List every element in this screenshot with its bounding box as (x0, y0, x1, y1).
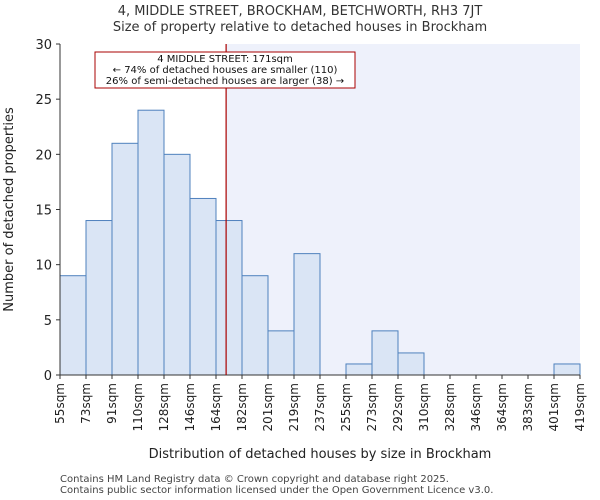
x-tick-label-401sqm: 401sqm (547, 383, 561, 431)
annotation-line-1: 4 MIDDLE STREET: 171sqm (157, 54, 293, 65)
y-tick-label: 5 (44, 314, 52, 329)
x-tick-label-91sqm: 91sqm (105, 383, 119, 424)
bar-91sqm (111, 142, 139, 376)
x-tick-label-73sqm: 73sqm (79, 383, 93, 424)
x-tick-label-292sqm: 292sqm (391, 383, 405, 431)
bar-146sqm (189, 197, 217, 376)
x-tick-label-146sqm: 146sqm (183, 383, 197, 431)
x-tick-label-182sqm: 182sqm (235, 383, 249, 431)
y-tick-label: 10 (35, 259, 52, 274)
x-tick-label-364sqm: 364sqm (495, 383, 509, 431)
annotation-line-2: ← 74% of detached houses are smaller (11… (113, 65, 338, 76)
x-tick-label-55sqm: 55sqm (53, 383, 67, 424)
y-tick-label: 25 (35, 93, 52, 108)
x-tick-label-273sqm: 273sqm (365, 383, 379, 431)
x-tick-label-219sqm: 219sqm (287, 383, 301, 431)
x-tick-label-128sqm: 128sqm (157, 383, 171, 431)
bar-164sqm (215, 220, 243, 376)
y-tick-label: 30 (35, 38, 52, 53)
y-axis-label: Number of detached properties (2, 107, 17, 312)
x-axis-label: Distribution of detached houses by size … (149, 447, 492, 462)
bar-273sqm (371, 330, 399, 376)
x-tick-label-201sqm: 201sqm (261, 383, 275, 431)
x-tick-label-164sqm: 164sqm (209, 383, 223, 431)
x-tick-label-419sqm: 419sqm (573, 383, 587, 431)
bar-55sqm (59, 275, 87, 376)
bar-219sqm (293, 253, 321, 376)
annotation-box (94, 51, 356, 89)
larger-region-shading (226, 44, 580, 375)
chart-title: 4, MIDDLE STREET, BROCKHAM, BETCHWORTH, … (117, 4, 483, 19)
bar-292sqm (397, 352, 425, 376)
footer-licence: Contains public sector information licen… (60, 485, 494, 496)
x-tick-label-328sqm: 328sqm (443, 383, 457, 431)
bar-128sqm (163, 153, 191, 376)
bar-201sqm (267, 330, 295, 376)
annotation-line-3: 26% of semi-detached houses are larger (… (106, 76, 344, 87)
bar-401sqm (553, 363, 581, 376)
y-tick-label: 0 (44, 369, 52, 384)
bar-255sqm (345, 363, 373, 376)
bar-182sqm (241, 275, 269, 376)
x-tick-label-237sqm: 237sqm (313, 383, 327, 431)
y-tick-label: 20 (35, 148, 52, 163)
x-tick-label-110sqm: 110sqm (131, 383, 145, 431)
x-tick-label-346sqm: 346sqm (469, 383, 483, 431)
y-tick-label: 15 (35, 204, 52, 219)
footer-copyright: Contains HM Land Registry data © Crown c… (60, 474, 449, 485)
x-tick-label-310sqm: 310sqm (417, 383, 431, 431)
x-tick-label-383sqm: 383sqm (521, 383, 535, 431)
chart-subtitle: Size of property relative to detached ho… (112, 20, 488, 35)
x-tick-label-255sqm: 255sqm (339, 383, 353, 431)
bar-73sqm (85, 220, 113, 376)
bar-110sqm (137, 109, 165, 376)
